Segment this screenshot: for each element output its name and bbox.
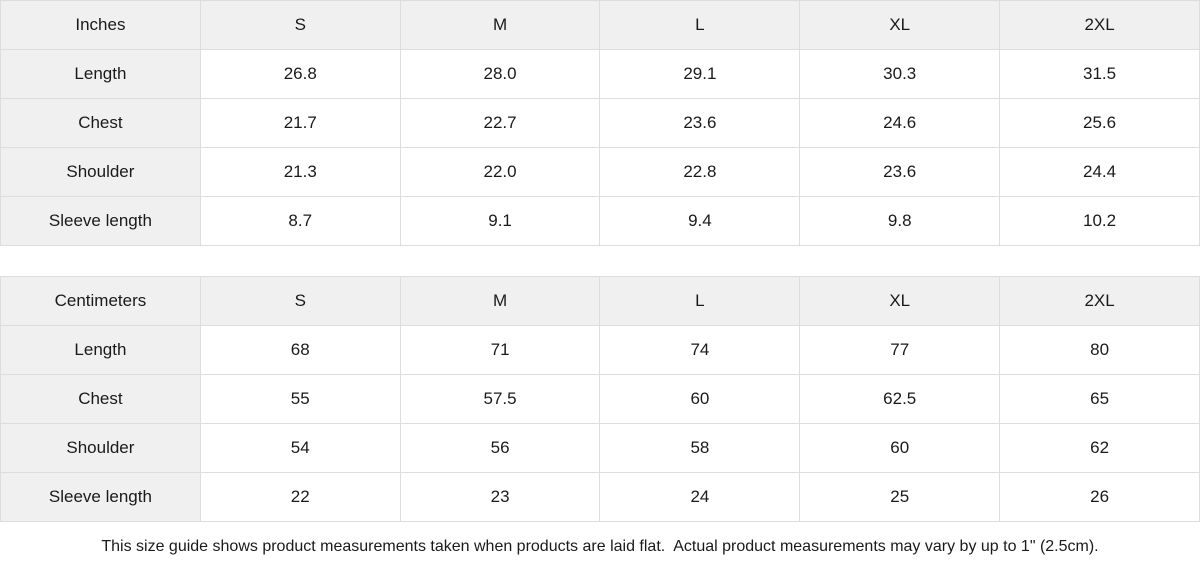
measurement-cell: 21.7	[199, 98, 401, 148]
measurement-cell: 24.6	[799, 98, 1001, 148]
table-row-shoulder: Shoulder 54 56 58 60 62	[0, 423, 1200, 473]
measurement-cell: 28.0	[399, 49, 601, 99]
measurement-cell: 25.6	[999, 98, 1200, 148]
size-guide-note: This size guide shows product measuremen…	[0, 522, 1200, 572]
measurement-cell: 30.3	[799, 49, 1001, 99]
measurement-cell: 24.4	[999, 147, 1200, 197]
table-row-length: Length 68 71 74 77 80	[0, 325, 1200, 375]
measurement-cell: 74	[599, 325, 801, 375]
table-row-chest: Chest 55 57.5 60 62.5 65	[0, 374, 1200, 424]
measurement-cell: 60	[599, 374, 801, 424]
measurement-cell: 9.8	[799, 196, 1001, 246]
measurement-cell: 23	[399, 472, 601, 522]
size-col-header-xl: XL	[799, 276, 1001, 326]
measurement-cell: 71	[399, 325, 601, 375]
unit-header: Inches	[0, 0, 201, 50]
measurement-cell: 54	[199, 423, 401, 473]
measurement-cell: 25	[799, 472, 1001, 522]
measurement-cell: 22.7	[399, 98, 601, 148]
size-col-header-s: S	[199, 276, 401, 326]
measurement-cell: 8.7	[199, 196, 401, 246]
measurement-cell: 24	[599, 472, 801, 522]
table-row-sleeve-length: Sleeve length 22 23 24 25 26	[0, 472, 1200, 522]
size-col-header-s: S	[199, 0, 401, 50]
size-table-header-row: Centimeters S M L XL 2XL	[0, 276, 1200, 326]
table-row-length: Length 26.8 28.0 29.1 30.3 31.5	[0, 49, 1200, 99]
size-col-header-2xl: 2XL	[999, 276, 1200, 326]
measurement-cell: 26.8	[199, 49, 401, 99]
measurement-cell: 22	[199, 472, 401, 522]
measurement-cell: 80	[999, 325, 1200, 375]
measurement-cell: 62	[999, 423, 1200, 473]
row-label: Chest	[0, 374, 201, 424]
measurement-cell: 77	[799, 325, 1001, 375]
measurement-cell: 23.6	[799, 147, 1001, 197]
measurement-cell: 68	[199, 325, 401, 375]
table-gap	[0, 246, 1200, 276]
size-col-header-m: M	[399, 276, 601, 326]
row-label: Chest	[0, 98, 201, 148]
measurement-cell: 60	[799, 423, 1001, 473]
measurement-cell: 26	[999, 472, 1200, 522]
table-row-shoulder: Shoulder 21.3 22.0 22.8 23.6 24.4	[0, 147, 1200, 197]
table-row-sleeve-length: Sleeve length 8.7 9.1 9.4 9.8 10.2	[0, 196, 1200, 246]
size-col-header-l: L	[599, 0, 801, 50]
measurement-cell: 22.8	[599, 147, 801, 197]
size-col-header-2xl: 2XL	[999, 0, 1200, 50]
size-col-header-l: L	[599, 276, 801, 326]
size-table-centimeters: Centimeters S M L XL 2XL Length 68 71 74…	[0, 276, 1200, 522]
measurement-cell: 57.5	[399, 374, 601, 424]
measurement-cell: 31.5	[999, 49, 1200, 99]
measurement-cell: 55	[199, 374, 401, 424]
row-label: Shoulder	[0, 423, 201, 473]
measurement-cell: 10.2	[999, 196, 1200, 246]
measurement-cell: 29.1	[599, 49, 801, 99]
size-col-header-xl: XL	[799, 0, 1001, 50]
unit-header: Centimeters	[0, 276, 201, 326]
measurement-cell: 56	[399, 423, 601, 473]
table-row-chest: Chest 21.7 22.7 23.6 24.6 25.6	[0, 98, 1200, 148]
measurement-cell: 62.5	[799, 374, 1001, 424]
measurement-cell: 58	[599, 423, 801, 473]
row-label: Shoulder	[0, 147, 201, 197]
size-col-header-m: M	[399, 0, 601, 50]
measurement-cell: 9.1	[399, 196, 601, 246]
measurement-cell: 9.4	[599, 196, 801, 246]
measurement-cell: 23.6	[599, 98, 801, 148]
row-label: Length	[0, 49, 201, 99]
measurement-cell: 21.3	[199, 147, 401, 197]
size-table-inches: Inches S M L XL 2XL Length 26.8 28.0 29.…	[0, 0, 1200, 246]
measurement-cell: 22.0	[399, 147, 601, 197]
row-label: Length	[0, 325, 201, 375]
row-label: Sleeve length	[0, 196, 201, 246]
size-table-header-row: Inches S M L XL 2XL	[0, 0, 1200, 50]
measurement-cell: 65	[999, 374, 1200, 424]
row-label: Sleeve length	[0, 472, 201, 522]
